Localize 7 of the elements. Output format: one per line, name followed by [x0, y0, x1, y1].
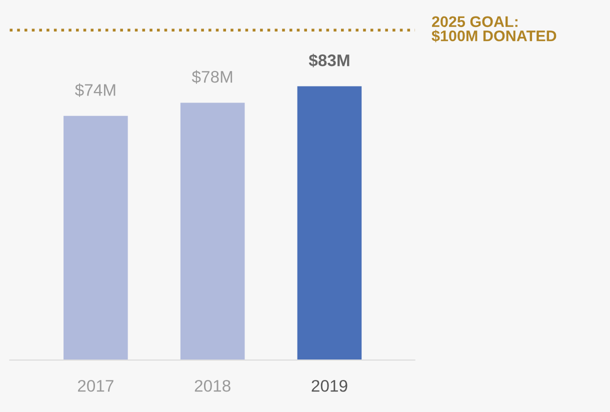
- ref-line-label: 2025 GOAL: $100M DONATED: [432, 16, 556, 42]
- data-label: $78M: [192, 70, 232, 84]
- x-tick-label: 2019: [312, 380, 348, 392]
- data-label: $74M: [75, 83, 116, 97]
- x-tick-label: 2017: [78, 380, 114, 392]
- x-tick-label: 2018: [194, 380, 230, 392]
- data-label: $83M: [308, 54, 350, 68]
